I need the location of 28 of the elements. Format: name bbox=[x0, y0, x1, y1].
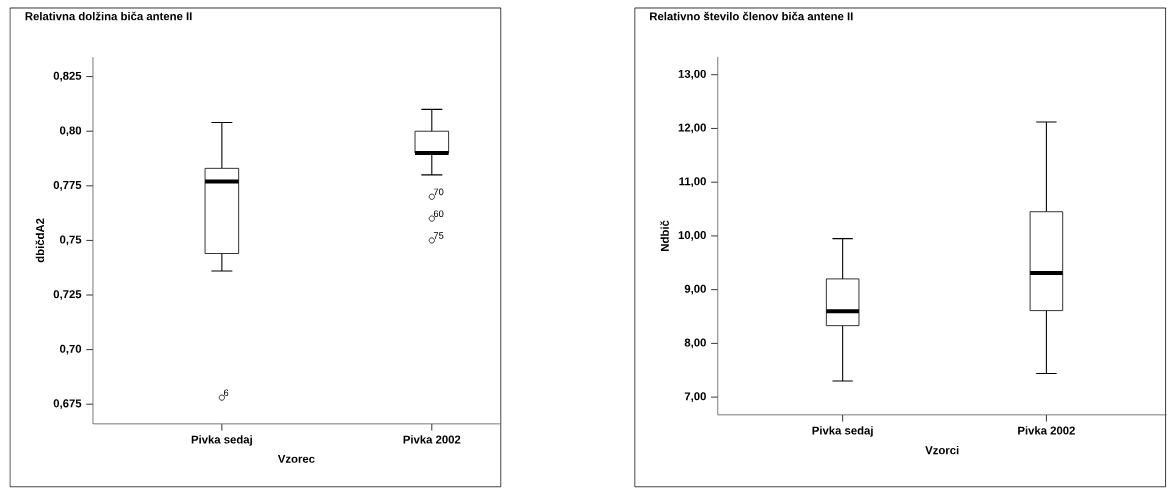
annotation: 6 bbox=[223, 389, 229, 397]
y-tick-label: 10,00 bbox=[678, 231, 706, 241]
y-tick-label: 12,00 bbox=[678, 123, 706, 134]
chart-title: Relativna dolžina biča antene II bbox=[25, 11, 192, 21]
y-tick-label: 0,775 bbox=[53, 181, 82, 191]
y-tick-label: 13,00 bbox=[678, 69, 706, 80]
y-tick-label: 0,75 bbox=[59, 235, 82, 246]
x-axis-title: Vzorci bbox=[925, 446, 959, 455]
y-tick-label: 0,825 bbox=[53, 71, 82, 82]
annotation: 60 bbox=[433, 210, 444, 218]
y-tick-label: 0,725 bbox=[53, 290, 82, 300]
y-tick-label: 11,00 bbox=[679, 177, 706, 188]
y-tick-label: 8,00 bbox=[684, 338, 706, 349]
y-tick-label: 9,00 bbox=[684, 284, 706, 295]
x-tick-label: Pivka sedaj bbox=[812, 426, 873, 437]
x-tick-label: Pivka sedaj bbox=[191, 435, 252, 446]
x-tick-label: Pivka 2002 bbox=[1018, 426, 1075, 435]
chart-title: Relativno število členov biča antene II bbox=[650, 11, 853, 21]
y-tick-label: 0,70 bbox=[59, 344, 82, 355]
x-tick-label: Pivka 2002 bbox=[403, 435, 461, 444]
y-tick-label: 7,00 bbox=[684, 392, 706, 403]
x-axis-title: Vzorec bbox=[277, 455, 315, 463]
annotation: 70 bbox=[433, 188, 444, 196]
y-tick-label: 0,80 bbox=[59, 126, 82, 137]
y-axis-title: Ndbič bbox=[660, 220, 669, 251]
y-tick-label: 0,675 bbox=[53, 399, 82, 410]
y-axis-title: dbičdA2 bbox=[35, 218, 45, 263]
annotation: 75 bbox=[433, 232, 444, 239]
